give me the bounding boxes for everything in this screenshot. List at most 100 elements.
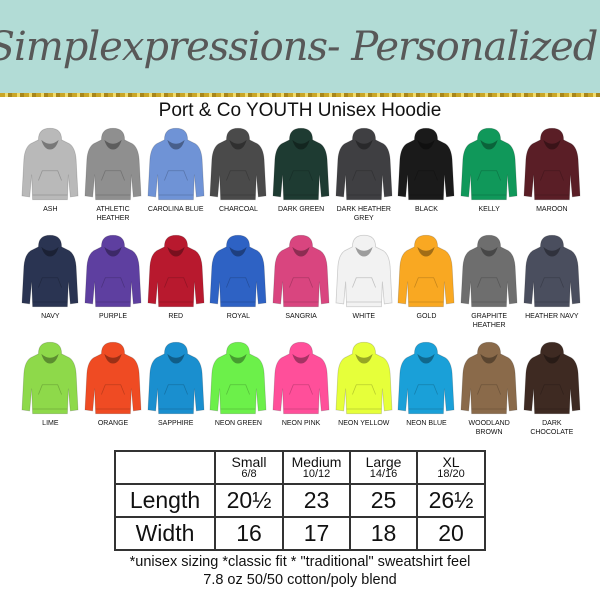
hoodie-pocket (163, 384, 188, 395)
hoodie-image (335, 234, 393, 308)
color-swatch: MAROON (521, 126, 584, 233)
hood-opening (167, 353, 185, 364)
hoodie-body (84, 341, 142, 415)
hood-opening (355, 353, 373, 364)
hoodie-pocket (477, 384, 502, 395)
hoodie-pocket (289, 170, 314, 181)
size-header-row: Small 6/8 Medium 10/12 Large 14/16 XL 18/20 (114, 450, 486, 485)
hood-opening (229, 139, 248, 150)
color-name: ATHLETIC HEATHER (96, 206, 130, 222)
hoodie-image (147, 127, 205, 201)
hood-opening (292, 139, 310, 150)
color-name: WHITE (352, 313, 376, 320)
color-name: ORANGE (97, 420, 129, 427)
hoodie-pocket (101, 384, 125, 395)
color-name: WOODLAND BROWN (468, 420, 510, 436)
length-value: 26½ (416, 483, 486, 518)
hoodie-body (335, 127, 393, 201)
hoodie-pocket (477, 277, 502, 288)
width-value: 18 (349, 516, 418, 551)
hoodie-body (523, 127, 581, 201)
hoodie-body (523, 341, 581, 415)
hoodie-image (21, 234, 79, 308)
gold-glitter-divider (0, 93, 600, 97)
hoodie-body (460, 341, 518, 415)
hoodie-image (272, 234, 330, 308)
color-swatch: NEON YELLOW (332, 340, 395, 447)
hood-opening (292, 353, 310, 364)
hood-opening (355, 246, 373, 257)
hood-opening (292, 246, 310, 257)
hoodie-pocket (477, 170, 502, 181)
size-header: Large 14/16 (349, 450, 418, 485)
hoodie-body (460, 127, 518, 201)
color-name: NEON GREEN (214, 420, 262, 427)
color-name: RED (168, 313, 184, 320)
hood-opening (480, 139, 498, 150)
color-name: LIME (42, 420, 59, 427)
color-name: DARK CHOCOLATE (530, 420, 574, 436)
hoodie-body (398, 234, 455, 308)
hoodie-body (272, 341, 330, 415)
size-name: XL (442, 453, 460, 470)
hoodie-image (523, 127, 581, 201)
fabric-note: 7.8 oz 50/50 cotton/poly blend (203, 572, 397, 588)
size-range: 14/16 (369, 467, 398, 480)
color-swatch: DARK GREEN (270, 126, 333, 233)
hoodie-body (209, 341, 267, 415)
hoodie-pocket (163, 277, 188, 288)
hood-opening (229, 246, 248, 257)
hoodie-body (272, 234, 330, 308)
hoodie-body (523, 234, 581, 308)
color-name: GRAPHITE HEATHER (471, 313, 508, 329)
color-name: KELLY (478, 206, 500, 213)
color-name: ROYAL (226, 313, 251, 320)
size-header: Small 6/8 (214, 450, 284, 485)
hoodie-image (335, 127, 393, 201)
size-header: XL 18/20 (416, 450, 486, 485)
color-name: NEON YELLOW (338, 420, 390, 427)
row-label: Length (114, 483, 216, 518)
color-swatch: LIME (19, 340, 82, 447)
hoodie-image (209, 341, 267, 415)
color-swatch: WOODLAND BROWN (458, 340, 521, 447)
color-swatch: HEATHER NAVY (521, 233, 584, 340)
color-name: SANGRIA (285, 313, 317, 320)
hood-opening (417, 353, 436, 364)
hoodie-pocket (38, 384, 63, 395)
color-name: SAPPHIRE (158, 420, 194, 427)
color-name: HEATHER NAVY (525, 313, 579, 320)
hoodie-image (84, 341, 142, 415)
color-name: PURPLE (99, 313, 128, 320)
size-name: Large (365, 453, 402, 470)
hoodie-pocket (414, 277, 439, 288)
fit-note: *unisex sizing *classic fit * "tradition… (129, 554, 471, 570)
hood-opening (41, 353, 60, 364)
hood-opening (480, 246, 498, 257)
color-name: DARK HEATHER GREY (336, 206, 391, 222)
color-swatch: RED (144, 233, 207, 340)
color-swatch: DARK HEATHER GREY (332, 126, 395, 233)
color-swatch: NEON PINK (270, 340, 333, 447)
color-name: NEON PINK (281, 420, 321, 427)
color-swatch: BLACK (395, 126, 458, 233)
hood-opening (417, 246, 436, 257)
hoodie-body (398, 341, 455, 415)
hoodie-pocket (289, 384, 314, 395)
hoodie-image (398, 127, 455, 201)
hood-opening (104, 139, 122, 150)
length-value: 20½ (214, 483, 284, 518)
hoodie-body (147, 127, 205, 201)
color-swatch: GOLD (395, 233, 458, 340)
hoodie-image (272, 127, 330, 201)
hoodie-image (209, 234, 267, 308)
product-title: Port & Co YOUTH Unisex Hoodie (158, 100, 442, 121)
hoodie-body (335, 341, 393, 415)
hood-opening (104, 246, 122, 257)
color-swatch: GRAPHITE HEATHER (458, 233, 521, 340)
hoodie-body (21, 341, 79, 415)
hoodie-body (209, 234, 267, 308)
color-name: GOLD (416, 313, 437, 320)
color-name: NAVY (41, 313, 60, 320)
hoodie-image (21, 127, 79, 201)
